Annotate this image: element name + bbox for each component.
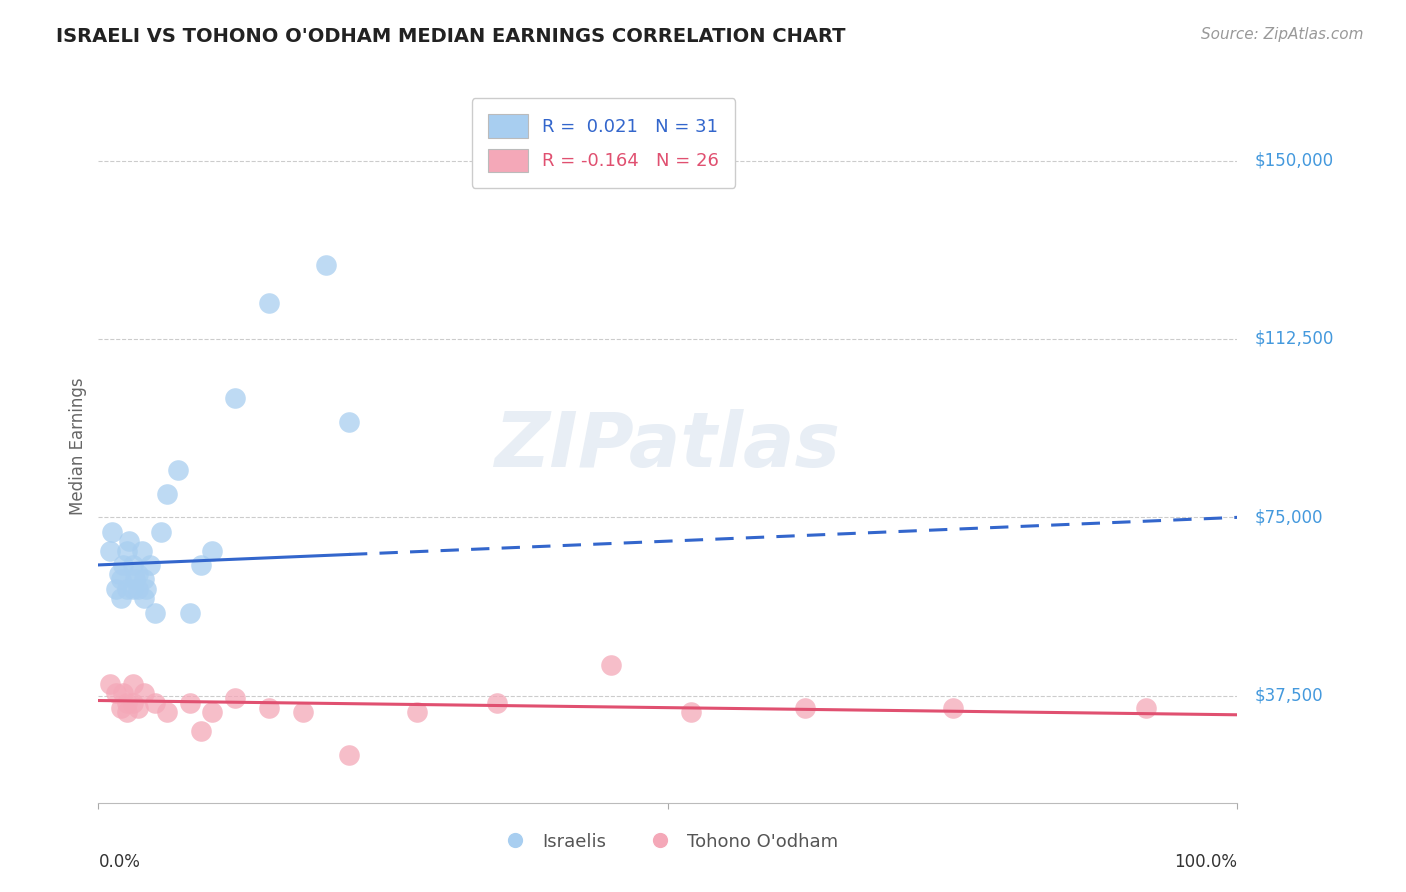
Point [124, 572, 146, 586]
Text: $112,500: $112,500 [1254, 330, 1334, 348]
Point [132, 572, 155, 586]
Text: 0.0%: 0.0% [98, 853, 141, 871]
Point [201, 706, 224, 720]
Point [115, 706, 138, 720]
Point [156, 706, 179, 720]
Point [406, 706, 429, 720]
Point [259, 296, 281, 310]
Point [145, 696, 167, 710]
Point [121, 558, 143, 572]
Text: $150,000: $150,000 [1254, 152, 1333, 169]
Point [315, 258, 337, 272]
Text: 100.0%: 100.0% [1174, 853, 1237, 871]
Point [115, 696, 138, 710]
Point [101, 524, 124, 539]
Point [150, 524, 173, 539]
Point [179, 606, 201, 620]
Point [292, 706, 315, 720]
Text: Source: ZipAtlas.com: Source: ZipAtlas.com [1201, 27, 1364, 42]
Point [98, 543, 121, 558]
Point [190, 724, 212, 739]
Point [224, 392, 246, 406]
Point [108, 567, 131, 582]
Legend: Israelis, Tohono O'odham: Israelis, Tohono O'odham [489, 826, 846, 858]
Point [600, 657, 623, 672]
Point [135, 582, 157, 596]
Point [793, 700, 815, 714]
Point [156, 486, 179, 500]
Point [104, 582, 127, 596]
Point [942, 700, 965, 714]
Point [201, 543, 224, 558]
Point [167, 463, 190, 477]
Point [127, 567, 149, 582]
Point [112, 686, 135, 700]
Text: $37,500: $37,500 [1254, 687, 1323, 705]
Point [121, 677, 143, 691]
Point [132, 591, 155, 606]
Point [190, 558, 212, 572]
Point [121, 582, 143, 596]
Point [131, 543, 153, 558]
Point [337, 415, 360, 429]
Point [115, 582, 138, 596]
Point [1135, 700, 1157, 714]
Text: ISRAELI VS TOHONO O'ODHAM MEDIAN EARNINGS CORRELATION CHART: ISRAELI VS TOHONO O'ODHAM MEDIAN EARNING… [56, 27, 846, 45]
Point [118, 534, 141, 549]
Point [127, 582, 149, 596]
Point [98, 677, 121, 691]
Point [486, 696, 509, 710]
Point [138, 558, 160, 572]
Point [337, 748, 360, 763]
Point [115, 543, 138, 558]
Text: $75,000: $75,000 [1254, 508, 1323, 526]
Text: ZIPatlas: ZIPatlas [495, 409, 841, 483]
Y-axis label: Median Earnings: Median Earnings [69, 377, 87, 515]
Point [104, 686, 127, 700]
Point [679, 706, 702, 720]
Point [110, 591, 132, 606]
Point [110, 572, 132, 586]
Point [179, 696, 201, 710]
Point [121, 696, 143, 710]
Point [127, 700, 149, 714]
Point [259, 700, 281, 714]
Point [112, 558, 135, 572]
Point [145, 606, 167, 620]
Point [110, 700, 132, 714]
Point [132, 686, 155, 700]
Point [224, 691, 246, 706]
